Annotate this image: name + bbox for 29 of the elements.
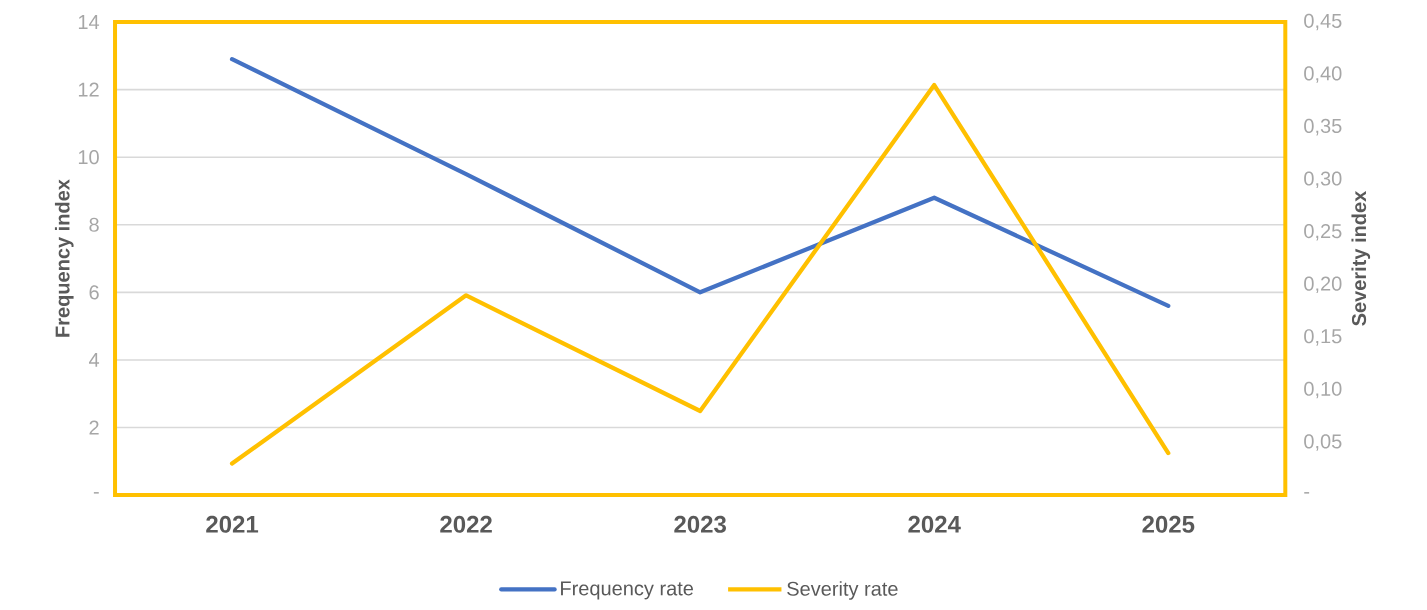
y2-tick-label: 0,30 (1304, 171, 1342, 188)
y2-tick-label: 0,35 (1304, 118, 1342, 136)
y-tick-label: 2 (89, 420, 99, 435)
x-tick-label: 2022 (440, 515, 492, 533)
y2-tick-label: - (1304, 492, 1310, 494)
y-axis-title: Frequency index (54, 179, 74, 337)
y2-axis-title: Severity index (1351, 190, 1371, 326)
y-tick-label: 14 (78, 15, 100, 29)
y-tick-label: 10 (78, 150, 99, 165)
y2-tick-label: 0,05 (1304, 434, 1342, 451)
line-series (229, 82, 1171, 466)
x-tick-label: 2021 (206, 515, 259, 533)
line-series (229, 56, 1171, 308)
y2-tick-label: 0,15 (1304, 329, 1342, 346)
x-tick-label: 2025 (1142, 515, 1195, 533)
x-tick-label: 2024 (908, 515, 961, 533)
y2-tick-label: 0,20 (1304, 276, 1342, 294)
y2-tick-label: 0,25 (1304, 223, 1342, 241)
y2-tick-label: 0,10 (1304, 381, 1342, 399)
legend-label: Frequency rate (561, 581, 694, 600)
y-tick-label: 8 (89, 217, 99, 232)
y2-tick-label: 0,45 (1304, 13, 1342, 31)
y-tick-label: 6 (89, 285, 99, 300)
legend-label: Severity rate (787, 581, 898, 600)
y-tick-label: 4 (88, 352, 100, 367)
x-tick-label: 2023 (674, 515, 726, 533)
y-tick-label: - (93, 492, 99, 494)
y2-tick-label: 0,40 (1304, 66, 1342, 83)
y-tick-label: 12 (78, 82, 99, 97)
